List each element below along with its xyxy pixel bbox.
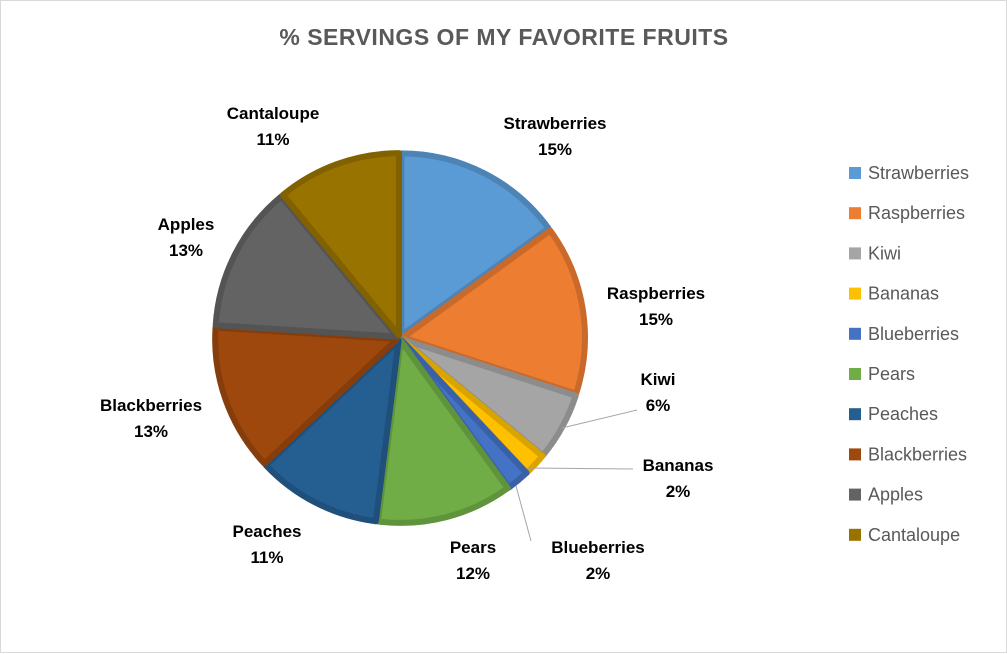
data-label-name-cantaloupe: Cantaloupe	[227, 104, 320, 123]
data-label-value-kiwi: 6%	[646, 396, 671, 415]
data-label-value-pears: 12%	[456, 564, 490, 583]
legend-swatch-blackberries	[849, 448, 861, 461]
legend-label-peaches: Peaches	[868, 404, 938, 424]
data-label-value-blackberries: 13%	[134, 422, 168, 441]
leader-lines	[515, 409, 638, 542]
slice-pears	[374, 337, 511, 526]
data-label-value-blueberries: 2%	[586, 564, 611, 583]
legend-swatch-raspberries	[849, 207, 861, 220]
data-labels: Strawberries 15% Raspberries 15% Kiwi 6% Banan…	[100, 104, 713, 583]
legend-swatch-strawberries	[849, 167, 861, 179]
chart-title: % SERVINGS OF MY FAVORITE FRUITS	[279, 24, 728, 50]
data-label-name-raspberries: Raspberries	[607, 284, 705, 303]
legend-swatch-blueberries	[849, 327, 861, 340]
data-label-value-strawberries: 15%	[538, 140, 572, 159]
legend-swatch-pears	[849, 368, 861, 380]
data-label-value-raspberries: 15%	[639, 310, 673, 329]
legend-swatch-peaches	[849, 408, 861, 421]
data-label-value-cantaloupe: 11%	[256, 130, 289, 149]
legend-label-bananas: Bananas	[868, 284, 939, 304]
legend-swatch-kiwi	[849, 247, 861, 260]
pie-slices	[212, 150, 588, 526]
legend-label-blueberries: Blueberries	[868, 324, 959, 344]
legend-label-cantaloupe: Cantaloupe	[868, 525, 960, 545]
leader-line-blueberries	[515, 485, 532, 542]
data-label-value-peaches: 11%	[250, 548, 283, 567]
data-label-name-pears: Pears	[450, 538, 496, 557]
data-label-name-peaches: Peaches	[233, 522, 302, 541]
legend: Strawberries Raspberries Kiwi Bananas Bluebe…	[849, 163, 969, 545]
legend-label-blackberries: Blackberries	[868, 444, 967, 464]
legend-label-kiwi: Kiwi	[868, 243, 901, 263]
data-label-value-apples: 13%	[169, 241, 203, 260]
legend-label-apples: Apples	[868, 485, 923, 505]
legend-swatch-cantaloupe	[849, 528, 861, 541]
leader-line-bananas	[526, 467, 634, 470]
data-label-name-blackberries: Blackberries	[100, 396, 202, 415]
slice-blackberries	[212, 324, 401, 467]
legend-swatch-bananas	[849, 287, 861, 300]
data-label-value-bananas: 2%	[666, 482, 691, 501]
slice-cantaloupe	[279, 150, 402, 339]
leader-line-kiwi	[561, 409, 638, 429]
data-label-name-strawberries: Strawberries	[504, 114, 607, 133]
legend-label-raspberries: Raspberries	[868, 203, 965, 223]
legend-label-strawberries: Strawberries	[868, 163, 969, 183]
legend-swatch-apples	[849, 488, 861, 501]
slice-strawberries	[398, 150, 552, 339]
slice-apples	[212, 193, 401, 340]
slice-peaches	[262, 337, 402, 525]
data-label-name-blueberries: Blueberries	[551, 538, 645, 557]
legend-label-pears: Pears	[868, 364, 915, 384]
data-label-name-apples: Apples	[158, 215, 215, 234]
slice-raspberries	[399, 227, 588, 397]
data-label-name-bananas: Bananas	[643, 456, 714, 475]
data-label-name-kiwi: Kiwi	[641, 370, 676, 389]
